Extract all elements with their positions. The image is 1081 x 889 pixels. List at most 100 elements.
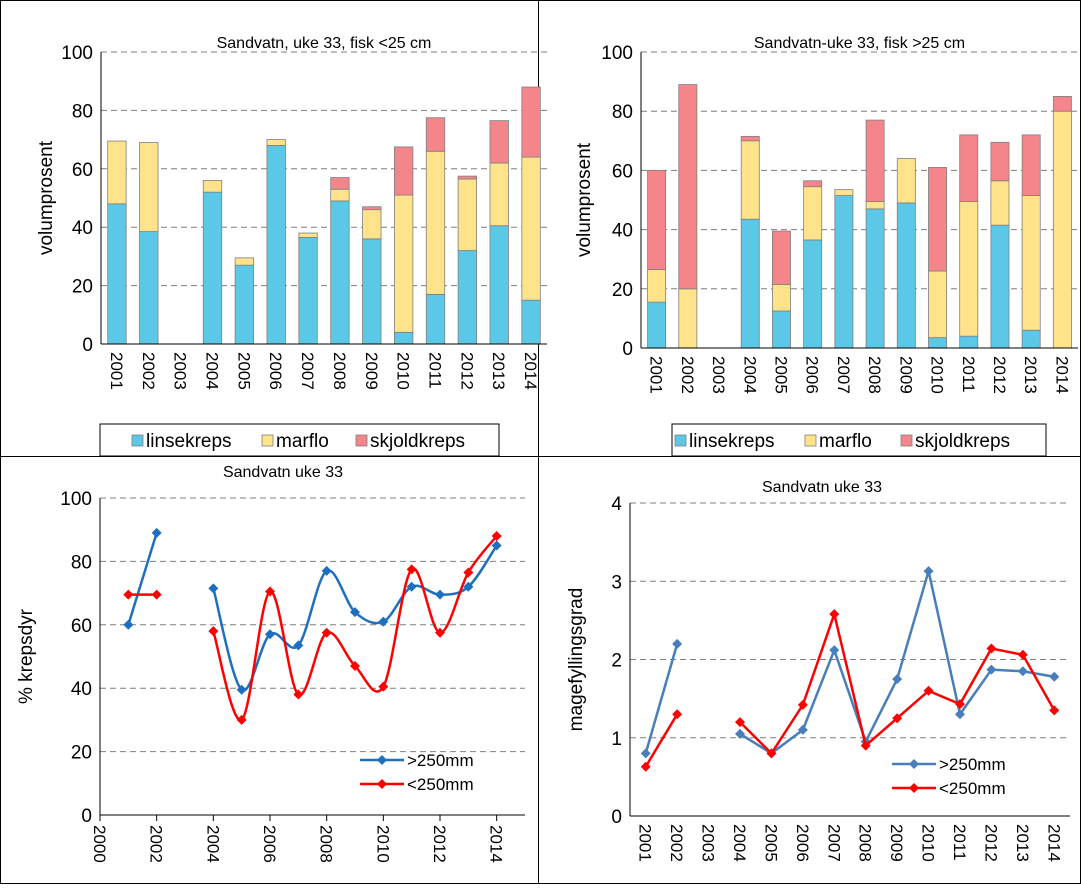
bar-marflo-2002 <box>139 142 159 232</box>
point-250mm-2008 <box>321 565 332 576</box>
chart-title: Sandvatn uke 33 <box>223 464 343 481</box>
x-tick-label: 2007 <box>298 352 317 390</box>
x-tick-label: 2006 <box>793 824 812 862</box>
x-tick-label: 2003 <box>709 356 728 394</box>
bar-linsekreps-2001 <box>107 203 127 345</box>
x-tick-label: 2001 <box>647 356 666 394</box>
x-tick-label: 2002 <box>678 356 697 394</box>
point-250mm-2010 <box>923 566 934 577</box>
x-tick-label: 2004 <box>203 825 222 863</box>
bar-skjoldkreps-2005 <box>772 230 791 285</box>
x-tick-label: 2006 <box>803 356 822 394</box>
y-tick-label: 60 <box>71 616 92 637</box>
point-250mm-2009 <box>892 674 903 685</box>
x-tick-label: 2004 <box>730 824 749 862</box>
bar-linsekreps-2012 <box>990 224 1010 349</box>
point-250mm-2007 <box>829 609 840 620</box>
bar-marflo-2007 <box>834 189 854 196</box>
bar-linsekreps-2005 <box>234 264 254 345</box>
y-tick-label: 20 <box>71 743 92 764</box>
y-tick-label: 4 <box>611 494 622 515</box>
bar-marflo-2010 <box>394 194 414 333</box>
bar-marflo-2011 <box>425 150 446 295</box>
chart-large-fish-diet: Sandvatn-uke 33, fisk >25 cm volumprosent… <box>574 35 1078 457</box>
x-tick-label: 2011 <box>426 352 445 389</box>
bar-marflo-2006 <box>266 139 286 146</box>
bar-linsekreps-2009 <box>896 202 916 349</box>
x-tick-label: 2013 <box>489 352 508 390</box>
chart-crustacean-percentage: Sandvatn uke 33 % krepsdyr 0 20 40 60 80 100 200… <box>16 464 525 863</box>
x-tick-label: 2005 <box>761 824 780 862</box>
legend-marker-250mm <box>909 783 919 793</box>
bar-marflo-2006 <box>803 186 823 241</box>
y-tick-label: 0 <box>622 339 633 360</box>
bar-marflo-2014 <box>521 156 541 301</box>
point-250mm-2008 <box>321 627 332 638</box>
bar-linsekreps-2008 <box>330 200 350 345</box>
x-tick-label: 2014 <box>521 352 540 390</box>
legend-label-250mm: >250mm <box>407 751 474 770</box>
y-tick-label: 40 <box>72 218 93 239</box>
y-axis-label: % krepsdyr <box>16 608 37 704</box>
bar-linsekreps-2010 <box>394 331 414 345</box>
bar-marflo-2001 <box>107 140 127 205</box>
x-tick-label: 2008 <box>330 352 349 390</box>
point-250mm-2014 <box>1049 671 1060 682</box>
bar-marflo-2008 <box>865 201 885 210</box>
point-250mm-2014 <box>1049 705 1060 716</box>
point-250mm-2009 <box>892 713 903 724</box>
bar-marflo-2012 <box>457 178 477 251</box>
x-tick-label: 2004 <box>203 352 222 390</box>
legend-marker-250mm <box>909 759 919 769</box>
x-tick-label: 2014 <box>487 825 506 863</box>
bar-marflo-2008 <box>330 188 350 202</box>
y-tick-label: 0 <box>81 806 92 827</box>
chart-title: Sandvatn uke 33 <box>762 479 882 496</box>
y-tick-label: 0 <box>82 335 93 356</box>
bar-skjoldkreps-2010 <box>928 167 947 272</box>
x-tick-label: 2012 <box>457 352 476 390</box>
chart-stomach-fullness: Sandvatn uke 33 magefyllingsgrad 0 1 2 3 4 2001… <box>566 479 1070 862</box>
chart-title: Sandvatn, uke 33, fisk <25 cm <box>217 35 432 52</box>
x-tick-label: 2005 <box>234 352 253 390</box>
bar-skjoldkreps-2009 <box>362 206 382 211</box>
bar-skjoldkreps-2011 <box>959 134 979 202</box>
series-line-250mm-1 <box>739 570 1055 755</box>
legend-swatch-skjoldkreps <box>900 434 913 447</box>
bar-marflo-2014 <box>1052 110 1072 349</box>
legend-swatch-linsekreps <box>131 434 144 447</box>
bar-linsekreps-2009 <box>362 238 382 345</box>
point-250mm-2002 <box>672 638 683 649</box>
legend-swatch-skjoldkreps <box>355 434 368 447</box>
y-axis-label: volumprosent <box>574 142 595 257</box>
bar-skjoldkreps-2008 <box>330 177 350 190</box>
bar-skjoldkreps-2013 <box>489 120 509 164</box>
point-250mm-2012 <box>986 664 997 675</box>
x-tick-label: 2002 <box>147 825 166 863</box>
bar-marflo-2013 <box>1021 195 1041 331</box>
point-250mm-2012 <box>435 589 445 600</box>
bar-skjoldkreps-2002 <box>678 84 698 290</box>
y-tick-label: 80 <box>72 101 93 122</box>
point-250mm-2009 <box>350 661 360 672</box>
legend-box <box>99 423 500 457</box>
bar-marflo-2001 <box>647 269 667 303</box>
x-tick-label: 2012 <box>990 356 1009 394</box>
x-tick-label: 2002 <box>139 352 158 390</box>
x-tick-label: 2013 <box>1021 356 1040 394</box>
x-tick-label: 2009 <box>362 352 381 390</box>
point-250mm-2001 <box>123 619 134 630</box>
x-tick-label: 2012 <box>981 824 1000 862</box>
point-250mm-2011 <box>406 564 417 575</box>
x-tick-label: 2001 <box>636 824 655 862</box>
point-250mm-2013 <box>1017 649 1028 660</box>
legend-label-linsekreps: linsekreps <box>689 431 775 452</box>
bar-skjoldkreps-2012 <box>457 175 477 180</box>
series-line-250mm-0 <box>127 532 158 626</box>
bar-skjoldkreps-2008 <box>865 119 885 202</box>
point-250mm-2005 <box>236 714 247 725</box>
point-250mm-2004 <box>735 728 745 739</box>
point-250mm-2011 <box>406 581 417 592</box>
y-tick-label: 40 <box>612 221 633 242</box>
legend-label-skjoldkreps: skjoldkreps <box>915 431 1010 452</box>
